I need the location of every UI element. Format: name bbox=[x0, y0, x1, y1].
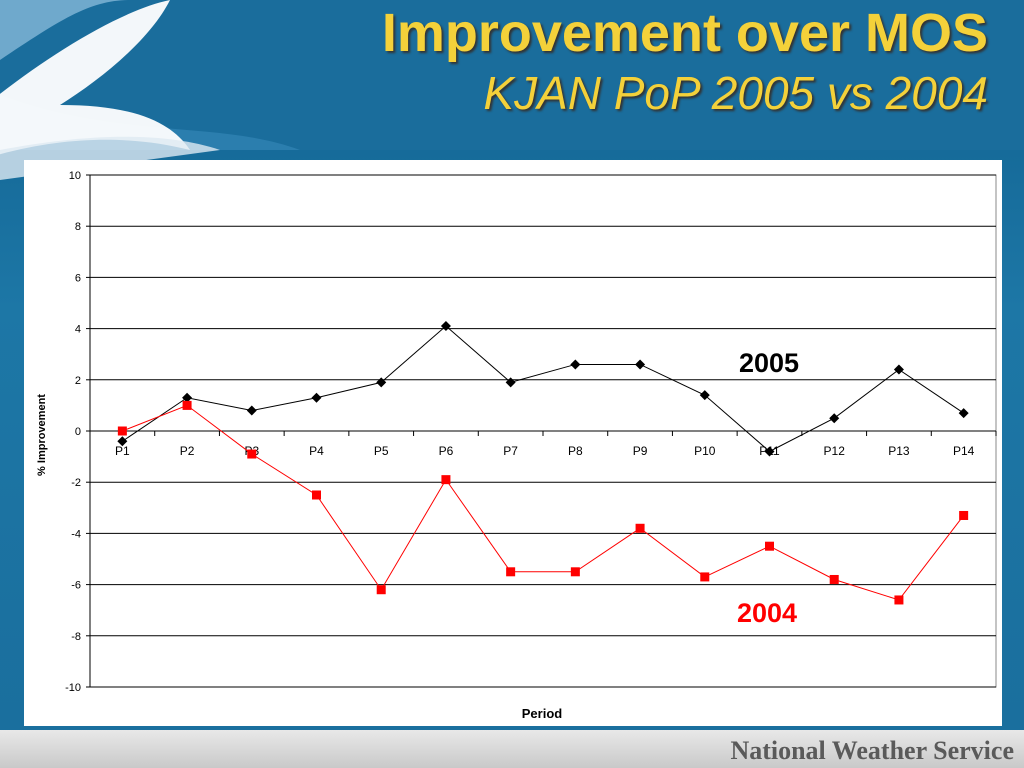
x-tick-label: P12 bbox=[824, 444, 846, 458]
x-tick-label: P10 bbox=[694, 444, 716, 458]
data-point-2004 bbox=[312, 490, 321, 500]
slide-title: Improvement over MOS bbox=[381, 3, 988, 63]
x-tick-label: P2 bbox=[180, 444, 195, 458]
series-line-2005 bbox=[122, 325, 964, 453]
data-point-2004 bbox=[376, 585, 386, 595]
data-point-2004 bbox=[182, 400, 192, 410]
data-point-2004 bbox=[247, 449, 257, 459]
y-tick-label: -6 bbox=[71, 580, 81, 592]
series-label-2004: 2004 bbox=[737, 598, 797, 628]
x-tick-label: P9 bbox=[633, 444, 648, 458]
series-group bbox=[117, 321, 969, 605]
y-tick-label: 8 bbox=[75, 221, 81, 233]
y-tick-label: 6 bbox=[75, 272, 81, 284]
y-tick-label: -4 bbox=[71, 528, 81, 540]
y-axis-ticks: 10 8 6 4 2 0 -2 -4 -6 -8 -10 bbox=[65, 170, 90, 694]
data-point-2005 bbox=[699, 390, 710, 401]
y-tick-label: -10 bbox=[65, 682, 81, 694]
data-point-2004 bbox=[570, 567, 580, 577]
series-line-2004 bbox=[122, 404, 965, 601]
data-point-2004 bbox=[506, 567, 516, 577]
data-point-2005 bbox=[893, 364, 904, 375]
x-tick-label: P1 bbox=[115, 444, 130, 458]
y-tick-label: 2 bbox=[75, 375, 81, 387]
data-point-2005 bbox=[505, 377, 516, 388]
data-point-2005 bbox=[376, 377, 387, 388]
footer-text: National Weather Service bbox=[730, 736, 1014, 765]
y-tick-label: 10 bbox=[69, 170, 81, 182]
data-point-2004 bbox=[635, 523, 645, 533]
x-axis-label: Period bbox=[522, 706, 563, 721]
data-point-2004 bbox=[700, 572, 710, 582]
data-point-2004 bbox=[117, 426, 127, 436]
slide-subtitle: KJAN PoP 2005 vs 2004 bbox=[483, 67, 988, 119]
y-tick-label: 0 bbox=[75, 426, 81, 438]
x-tick-label: P13 bbox=[888, 444, 910, 458]
data-point-2005 bbox=[958, 408, 969, 419]
data-point-2005 bbox=[246, 405, 257, 416]
x-tick-label: P6 bbox=[439, 444, 454, 458]
data-point-2005 bbox=[311, 392, 322, 403]
y-tick-label: -2 bbox=[71, 477, 81, 489]
y-tick-label: 4 bbox=[75, 324, 81, 336]
y-tick-label: -8 bbox=[71, 631, 81, 643]
x-tick-label: P8 bbox=[568, 444, 583, 458]
data-point-2004 bbox=[441, 475, 451, 485]
x-tick-label: P4 bbox=[309, 444, 324, 458]
y-axis-label: % Improvement bbox=[36, 394, 48, 476]
data-point-2005 bbox=[117, 436, 128, 447]
data-point-2004 bbox=[765, 541, 774, 551]
data-point-2004 bbox=[959, 510, 969, 520]
footer-bar bbox=[0, 730, 1024, 768]
data-point-2005 bbox=[764, 446, 775, 457]
data-point-2005 bbox=[570, 359, 581, 370]
data-point-2005 bbox=[635, 359, 646, 370]
data-point-2005 bbox=[829, 413, 840, 424]
x-tick-label: P7 bbox=[503, 444, 518, 458]
data-point-2005 bbox=[440, 321, 451, 332]
x-tick-label: P14 bbox=[953, 444, 975, 458]
data-point-2005 bbox=[182, 392, 193, 403]
x-tick-label: P5 bbox=[374, 444, 389, 458]
data-point-2004 bbox=[894, 595, 904, 605]
series-label-2005: 2005 bbox=[739, 348, 799, 378]
data-point-2004 bbox=[829, 574, 839, 584]
